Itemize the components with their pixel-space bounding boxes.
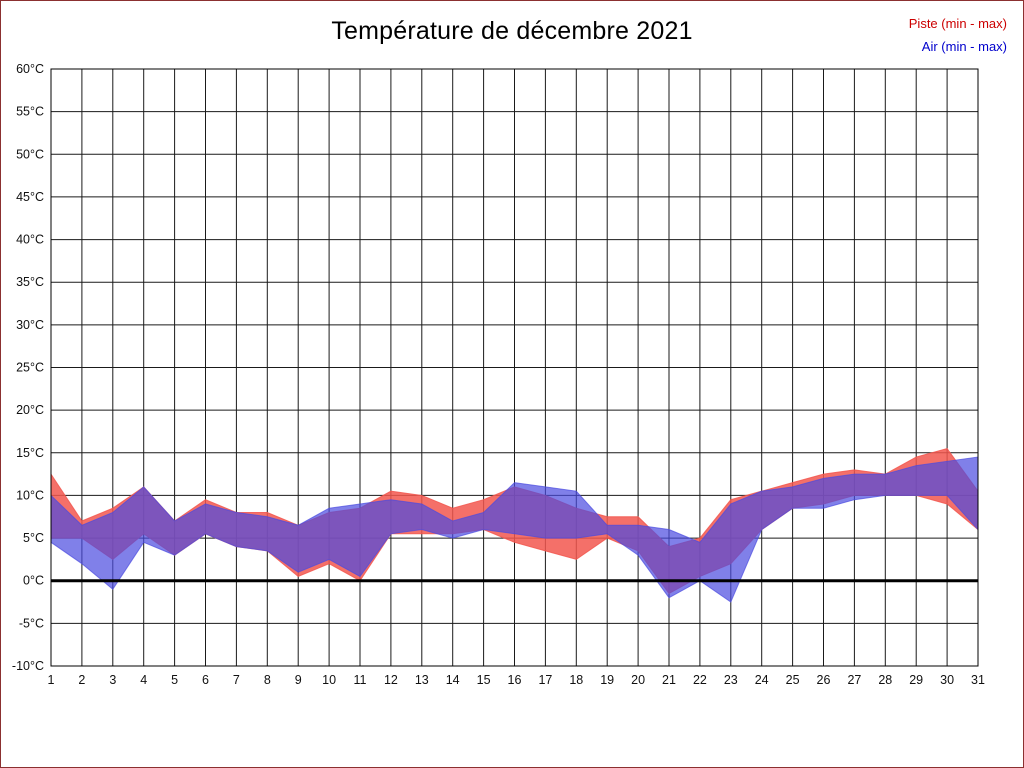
x-tick-label: 31 xyxy=(971,673,985,687)
x-tick-label: 24 xyxy=(755,673,769,687)
x-tick-label: 21 xyxy=(662,673,676,687)
y-tick-label: 20°C xyxy=(16,403,44,417)
y-tick-label: 60°C xyxy=(16,62,44,76)
x-tick-label: 1 xyxy=(48,673,55,687)
y-tick-label: 55°C xyxy=(16,105,44,119)
x-tick-label: 11 xyxy=(354,673,367,687)
legend-item-1: Air (min - max) xyxy=(921,38,1007,54)
x-tick-label: 28 xyxy=(878,673,892,687)
x-tick-label: 23 xyxy=(724,673,738,687)
x-tick-label: 5 xyxy=(171,673,178,687)
x-tick-label: 6 xyxy=(202,673,209,687)
plot-border xyxy=(50,68,979,667)
y-tick-label: 15°C xyxy=(16,446,44,460)
chart-title: Température de décembre 2021 xyxy=(331,17,693,45)
x-tick-label: 16 xyxy=(508,673,522,687)
y-tick-label: 10°C xyxy=(16,488,44,502)
x-tick-label: 12 xyxy=(384,673,398,687)
x-axis-labels: 1 2 3 4 5 6 7 8 9 10 11 12 13 14 15 16 17 18 19 20 21 22 23 24 2… xyxy=(48,673,985,687)
x-tick-label: 8 xyxy=(264,673,271,687)
x-tick-label: 27 xyxy=(847,673,861,687)
x-tick-label: 10 xyxy=(322,673,336,687)
x-tick-label: 20 xyxy=(631,673,645,687)
y-tick-label: -5°C xyxy=(19,616,44,630)
y-tick-label: 40°C xyxy=(16,233,44,247)
y-tick-label: 30°C xyxy=(16,318,44,332)
x-tick-label: 30 xyxy=(940,673,954,687)
y-axis-labels: 60°C 55°C 50°C 45°C 40°C 35°C 30°C 25°C 20°C 15°C… xyxy=(12,62,44,673)
x-tick-label: 7 xyxy=(233,673,240,687)
y-tick-label: 25°C xyxy=(16,361,44,375)
y-tick-label: 5°C xyxy=(23,531,44,545)
x-tick-label: 29 xyxy=(909,673,923,687)
x-tick-label: 9 xyxy=(295,673,302,687)
x-tick-label: 14 xyxy=(446,673,460,687)
x-tick-label: 15 xyxy=(477,673,491,687)
x-tick-label: 3 xyxy=(109,673,116,687)
x-tick-label: 13 xyxy=(415,673,429,687)
y-tick-label: 0°C xyxy=(23,574,44,588)
x-tick-label: 19 xyxy=(600,673,614,687)
x-tick-label: 25 xyxy=(786,673,800,687)
x-tick-label: 22 xyxy=(693,673,707,687)
x-tick-label: 17 xyxy=(538,673,552,687)
x-tick-label: 26 xyxy=(817,673,831,687)
x-tick-label: 4 xyxy=(140,673,147,687)
grid-lines xyxy=(50,68,979,667)
x-tick-label: 18 xyxy=(569,673,583,687)
chart-legend: Piste (min - max) Air (min - max) xyxy=(909,13,1007,59)
y-tick-label: 45°C xyxy=(16,190,44,204)
y-tick-label: 35°C xyxy=(16,275,44,289)
legend-item-0: Piste (min - max) xyxy=(908,16,1007,31)
x-tick-label: 2 xyxy=(78,673,85,687)
y-tick-label: -10°C xyxy=(12,659,44,673)
y-tick-label: 50°C xyxy=(16,147,44,161)
